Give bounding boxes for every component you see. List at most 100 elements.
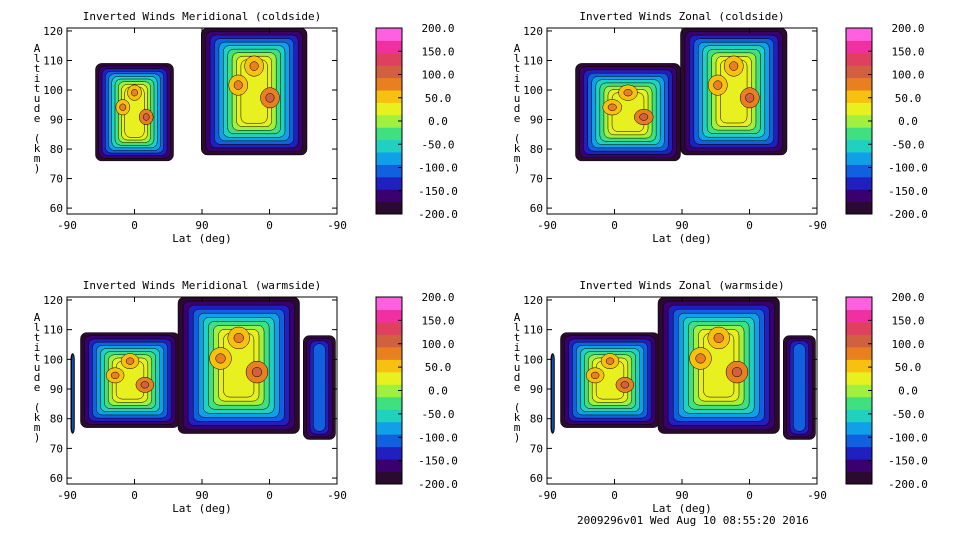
y-tick-label: 120 xyxy=(43,25,63,38)
y-tick-label: 80 xyxy=(50,413,63,426)
chart-title: Inverted Winds Meridional (warmside) xyxy=(83,279,321,292)
contour-spot-core xyxy=(265,93,275,103)
colorbar-swatch xyxy=(376,384,402,398)
x-tick-label: 90 xyxy=(195,219,208,232)
colorbar-tick-label: -50.0 xyxy=(891,138,924,151)
colorbar-swatch xyxy=(376,65,402,79)
y-tick-label: 120 xyxy=(523,294,543,307)
colorbar-swatch xyxy=(846,309,872,323)
colorbar-tick-label: 0.0 xyxy=(428,115,448,128)
colorbar-swatch xyxy=(846,459,872,473)
y-tick-label: 80 xyxy=(50,143,63,156)
colorbar-tick-label: 50.0 xyxy=(425,361,452,374)
x-tick-label: 0 xyxy=(266,219,273,232)
colorbar-tick-label: -200.0 xyxy=(888,478,928,491)
colorbar-tick-label: 150.0 xyxy=(891,45,924,58)
chart-title: Inverted Winds Zonal (coldside) xyxy=(579,10,784,23)
y-tick-label: 70 xyxy=(50,173,63,186)
colorbar-tick-label: -50.0 xyxy=(421,408,454,421)
y-tick-label: 100 xyxy=(43,353,63,366)
colorbar-swatch xyxy=(376,189,402,203)
colorbar-swatch xyxy=(846,446,872,460)
x-tick-label: 90 xyxy=(675,219,688,232)
colorbar-tick-label: -150.0 xyxy=(418,185,458,198)
colorbar-tick-label: 200.0 xyxy=(891,22,924,35)
colorbar-swatch xyxy=(376,446,402,460)
y-tick-label: 120 xyxy=(43,294,63,307)
colorbar-swatch xyxy=(846,346,872,360)
colorbar-tick-label: -150.0 xyxy=(888,185,928,198)
x-axis-label: Lat (deg) xyxy=(172,232,232,245)
y-tick-label: 70 xyxy=(50,442,63,455)
x-tick-label: -90 xyxy=(807,489,827,502)
colorbar-swatch xyxy=(376,90,402,103)
colorbar-swatch xyxy=(846,152,872,165)
x-tick-label: -90 xyxy=(537,219,557,232)
colorbar-tick-label: -150.0 xyxy=(888,455,928,468)
colorbar-swatch xyxy=(846,139,872,153)
colorbar-swatch xyxy=(376,102,402,116)
y-tick-label: 120 xyxy=(523,25,543,38)
colorbar-tick-label: -100.0 xyxy=(418,162,458,175)
contour-spot-core xyxy=(233,332,244,343)
colorbar-swatch xyxy=(376,309,402,323)
y-tick-label: 60 xyxy=(530,472,543,485)
contour-spot-core xyxy=(125,357,135,365)
panel-3: 60 70 80 90 100 110 120 -90 0 90 0 -90 Inverted Wind… xyxy=(34,279,458,515)
colorbar-swatch xyxy=(376,321,402,335)
chart-title: Inverted Winds Zonal (warmside) xyxy=(579,279,784,292)
colorbar-swatch xyxy=(376,139,402,153)
colorbar-tick-label: 200.0 xyxy=(421,291,454,304)
colorbar-swatch xyxy=(376,434,402,448)
x-tick-label: 0 xyxy=(131,219,138,232)
contour-spot-core xyxy=(142,113,150,121)
colorbar-swatch xyxy=(376,77,402,91)
colorbar-swatch xyxy=(846,334,872,348)
colorbar-tick-label: -100.0 xyxy=(418,431,458,444)
contour-ring xyxy=(71,354,75,433)
contour-spot-core xyxy=(605,357,615,365)
colorbar-swatch xyxy=(846,371,872,385)
contour-spot-core xyxy=(131,88,138,97)
y-tick-label: 100 xyxy=(523,353,543,366)
colorbar-tick-label: -50.0 xyxy=(891,408,924,421)
contour-spot-core xyxy=(233,80,243,90)
y-tick-label: 110 xyxy=(43,324,63,337)
colorbar-swatch xyxy=(846,321,872,335)
y-tick-label: 80 xyxy=(530,413,543,426)
colorbar-tick-label: 150.0 xyxy=(421,45,454,58)
colorbar-swatch xyxy=(846,65,872,79)
colorbar-tick-label: -150.0 xyxy=(418,455,458,468)
x-tick-label: 0 xyxy=(611,219,618,232)
y-tick-label: 110 xyxy=(523,324,543,337)
y-tick-label: 60 xyxy=(530,202,543,215)
colorbar-tick-label: 150.0 xyxy=(891,314,924,327)
colorbar-tick-label: 150.0 xyxy=(421,314,454,327)
y-tick-label: 70 xyxy=(530,173,543,186)
contour-ring xyxy=(313,343,326,432)
colorbar-swatch xyxy=(376,371,402,385)
contour-spot-core xyxy=(620,381,630,389)
contour-spot-core xyxy=(119,103,127,111)
colorbar-tick-label: -200.0 xyxy=(888,208,928,221)
colorbar-swatch xyxy=(376,346,402,360)
colorbar-swatch xyxy=(846,421,872,435)
colorbar-swatch xyxy=(846,409,872,423)
colorbar-swatch xyxy=(846,471,872,485)
colorbar-tick-label: 50.0 xyxy=(895,92,922,105)
colorbar-swatch xyxy=(376,152,402,165)
x-tick-label: -90 xyxy=(57,219,77,232)
colorbar-tick-label: 50.0 xyxy=(895,361,922,374)
colorbar-swatch xyxy=(376,334,402,348)
colorbar-swatch xyxy=(846,396,872,410)
colorbar-swatch xyxy=(846,164,872,178)
colorbar-swatch xyxy=(846,434,872,448)
y-tick-label: 70 xyxy=(530,442,543,455)
x-tick-label: 0 xyxy=(131,489,138,502)
contour-spot-core xyxy=(249,61,259,71)
colorbar-swatch xyxy=(376,40,402,54)
contour-spot-core xyxy=(713,80,723,90)
colorbar-tick-label: 100.0 xyxy=(421,338,454,351)
colorbar-swatch xyxy=(846,77,872,91)
